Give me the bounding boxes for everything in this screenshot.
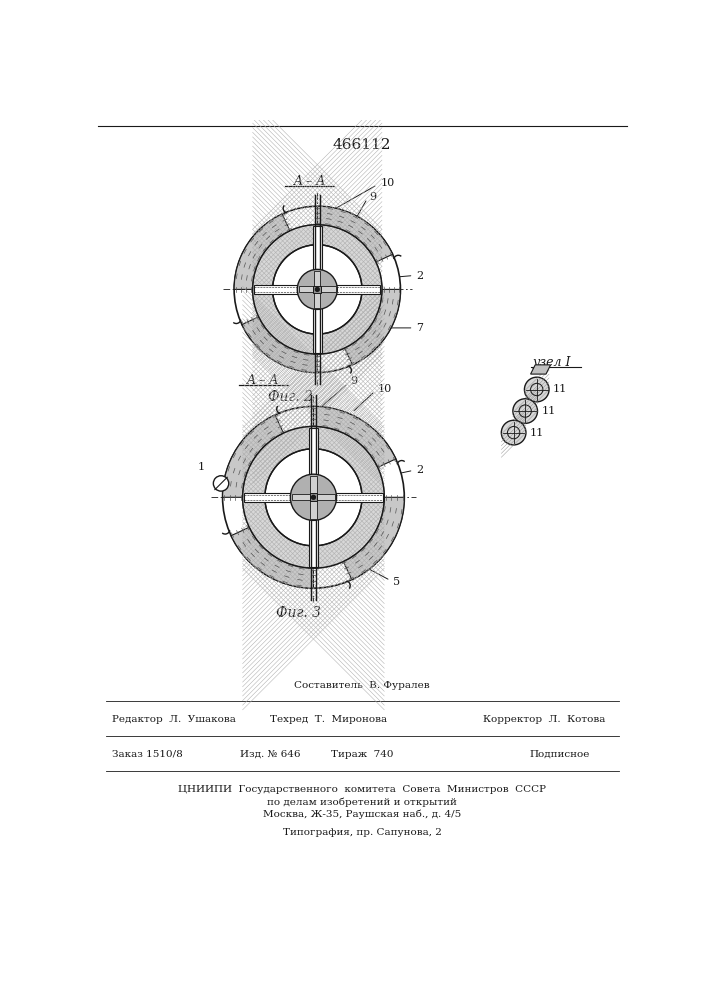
Text: 9: 9 xyxy=(351,376,358,386)
Bar xyxy=(310,476,317,519)
Bar xyxy=(244,493,382,502)
Text: Составитель  В. Фуралев: Составитель В. Фуралев xyxy=(294,681,430,690)
Circle shape xyxy=(223,406,404,588)
Circle shape xyxy=(234,206,400,373)
Text: Москва, Ж-35, Раушская наб., д. 4/5: Москва, Ж-35, Раушская наб., д. 4/5 xyxy=(263,810,461,819)
Text: 9: 9 xyxy=(370,192,377,202)
Text: 2: 2 xyxy=(416,465,423,475)
Text: A – A: A – A xyxy=(247,374,279,387)
Circle shape xyxy=(315,287,320,291)
Text: Заказ 1510/8: Заказ 1510/8 xyxy=(112,750,182,759)
Bar xyxy=(310,493,317,501)
Text: 10: 10 xyxy=(378,384,392,394)
Text: 466112: 466112 xyxy=(333,138,391,152)
Circle shape xyxy=(501,420,526,445)
Wedge shape xyxy=(252,225,382,354)
Circle shape xyxy=(312,495,315,499)
Wedge shape xyxy=(231,527,313,588)
Text: Корректор  Л.  Котова: Корректор Л. Котова xyxy=(483,715,605,724)
Circle shape xyxy=(265,449,362,546)
Bar xyxy=(312,226,322,353)
Bar xyxy=(254,285,380,294)
Circle shape xyxy=(214,476,229,491)
Text: Редактор  Л.  Ушакова: Редактор Л. Ушакова xyxy=(112,715,235,724)
Bar xyxy=(299,286,336,292)
Polygon shape xyxy=(530,365,551,374)
Text: Подписное: Подписное xyxy=(529,750,590,759)
Circle shape xyxy=(273,245,362,334)
Text: 11: 11 xyxy=(553,384,567,394)
Text: 1: 1 xyxy=(197,462,204,472)
Text: 11: 11 xyxy=(530,428,544,438)
Text: узел I: узел I xyxy=(533,356,571,369)
Wedge shape xyxy=(223,415,284,497)
Wedge shape xyxy=(234,214,290,289)
Wedge shape xyxy=(313,406,396,467)
Bar xyxy=(309,428,318,567)
Text: 5: 5 xyxy=(393,577,400,587)
Text: Изд. № 646: Изд. № 646 xyxy=(240,750,300,759)
Wedge shape xyxy=(317,206,392,262)
Text: Техред  Т.  Миронова: Техред Т. Миронова xyxy=(270,715,387,724)
Wedge shape xyxy=(344,289,400,365)
Text: 11: 11 xyxy=(542,406,556,416)
Circle shape xyxy=(243,426,385,568)
Circle shape xyxy=(252,225,382,354)
Text: Фиг. 2: Фиг. 2 xyxy=(268,390,312,404)
Text: Фиг. 3: Фиг. 3 xyxy=(276,606,320,620)
Bar xyxy=(314,271,320,308)
Text: A – A: A – A xyxy=(293,175,326,188)
Bar xyxy=(292,494,335,500)
Circle shape xyxy=(291,474,337,520)
Circle shape xyxy=(525,377,549,402)
Bar xyxy=(313,286,321,293)
Text: 7: 7 xyxy=(416,323,423,333)
Text: 2: 2 xyxy=(416,271,423,281)
Text: 10: 10 xyxy=(380,178,395,188)
Circle shape xyxy=(513,399,537,423)
Text: Тираж  740: Тираж 740 xyxy=(331,750,393,759)
Text: ЦНИИПИ  Государственного  комитета  Совета  Министров  СССР: ЦНИИПИ Государственного комитета Совета … xyxy=(178,785,546,794)
Circle shape xyxy=(297,269,337,309)
Text: Типография, пр. Сапунова, 2: Типография, пр. Сапунова, 2 xyxy=(283,828,441,837)
Wedge shape xyxy=(344,497,404,580)
Wedge shape xyxy=(243,426,385,568)
Text: по делам изобретений и открытий: по делам изобретений и открытий xyxy=(267,797,457,807)
Wedge shape xyxy=(242,317,317,373)
